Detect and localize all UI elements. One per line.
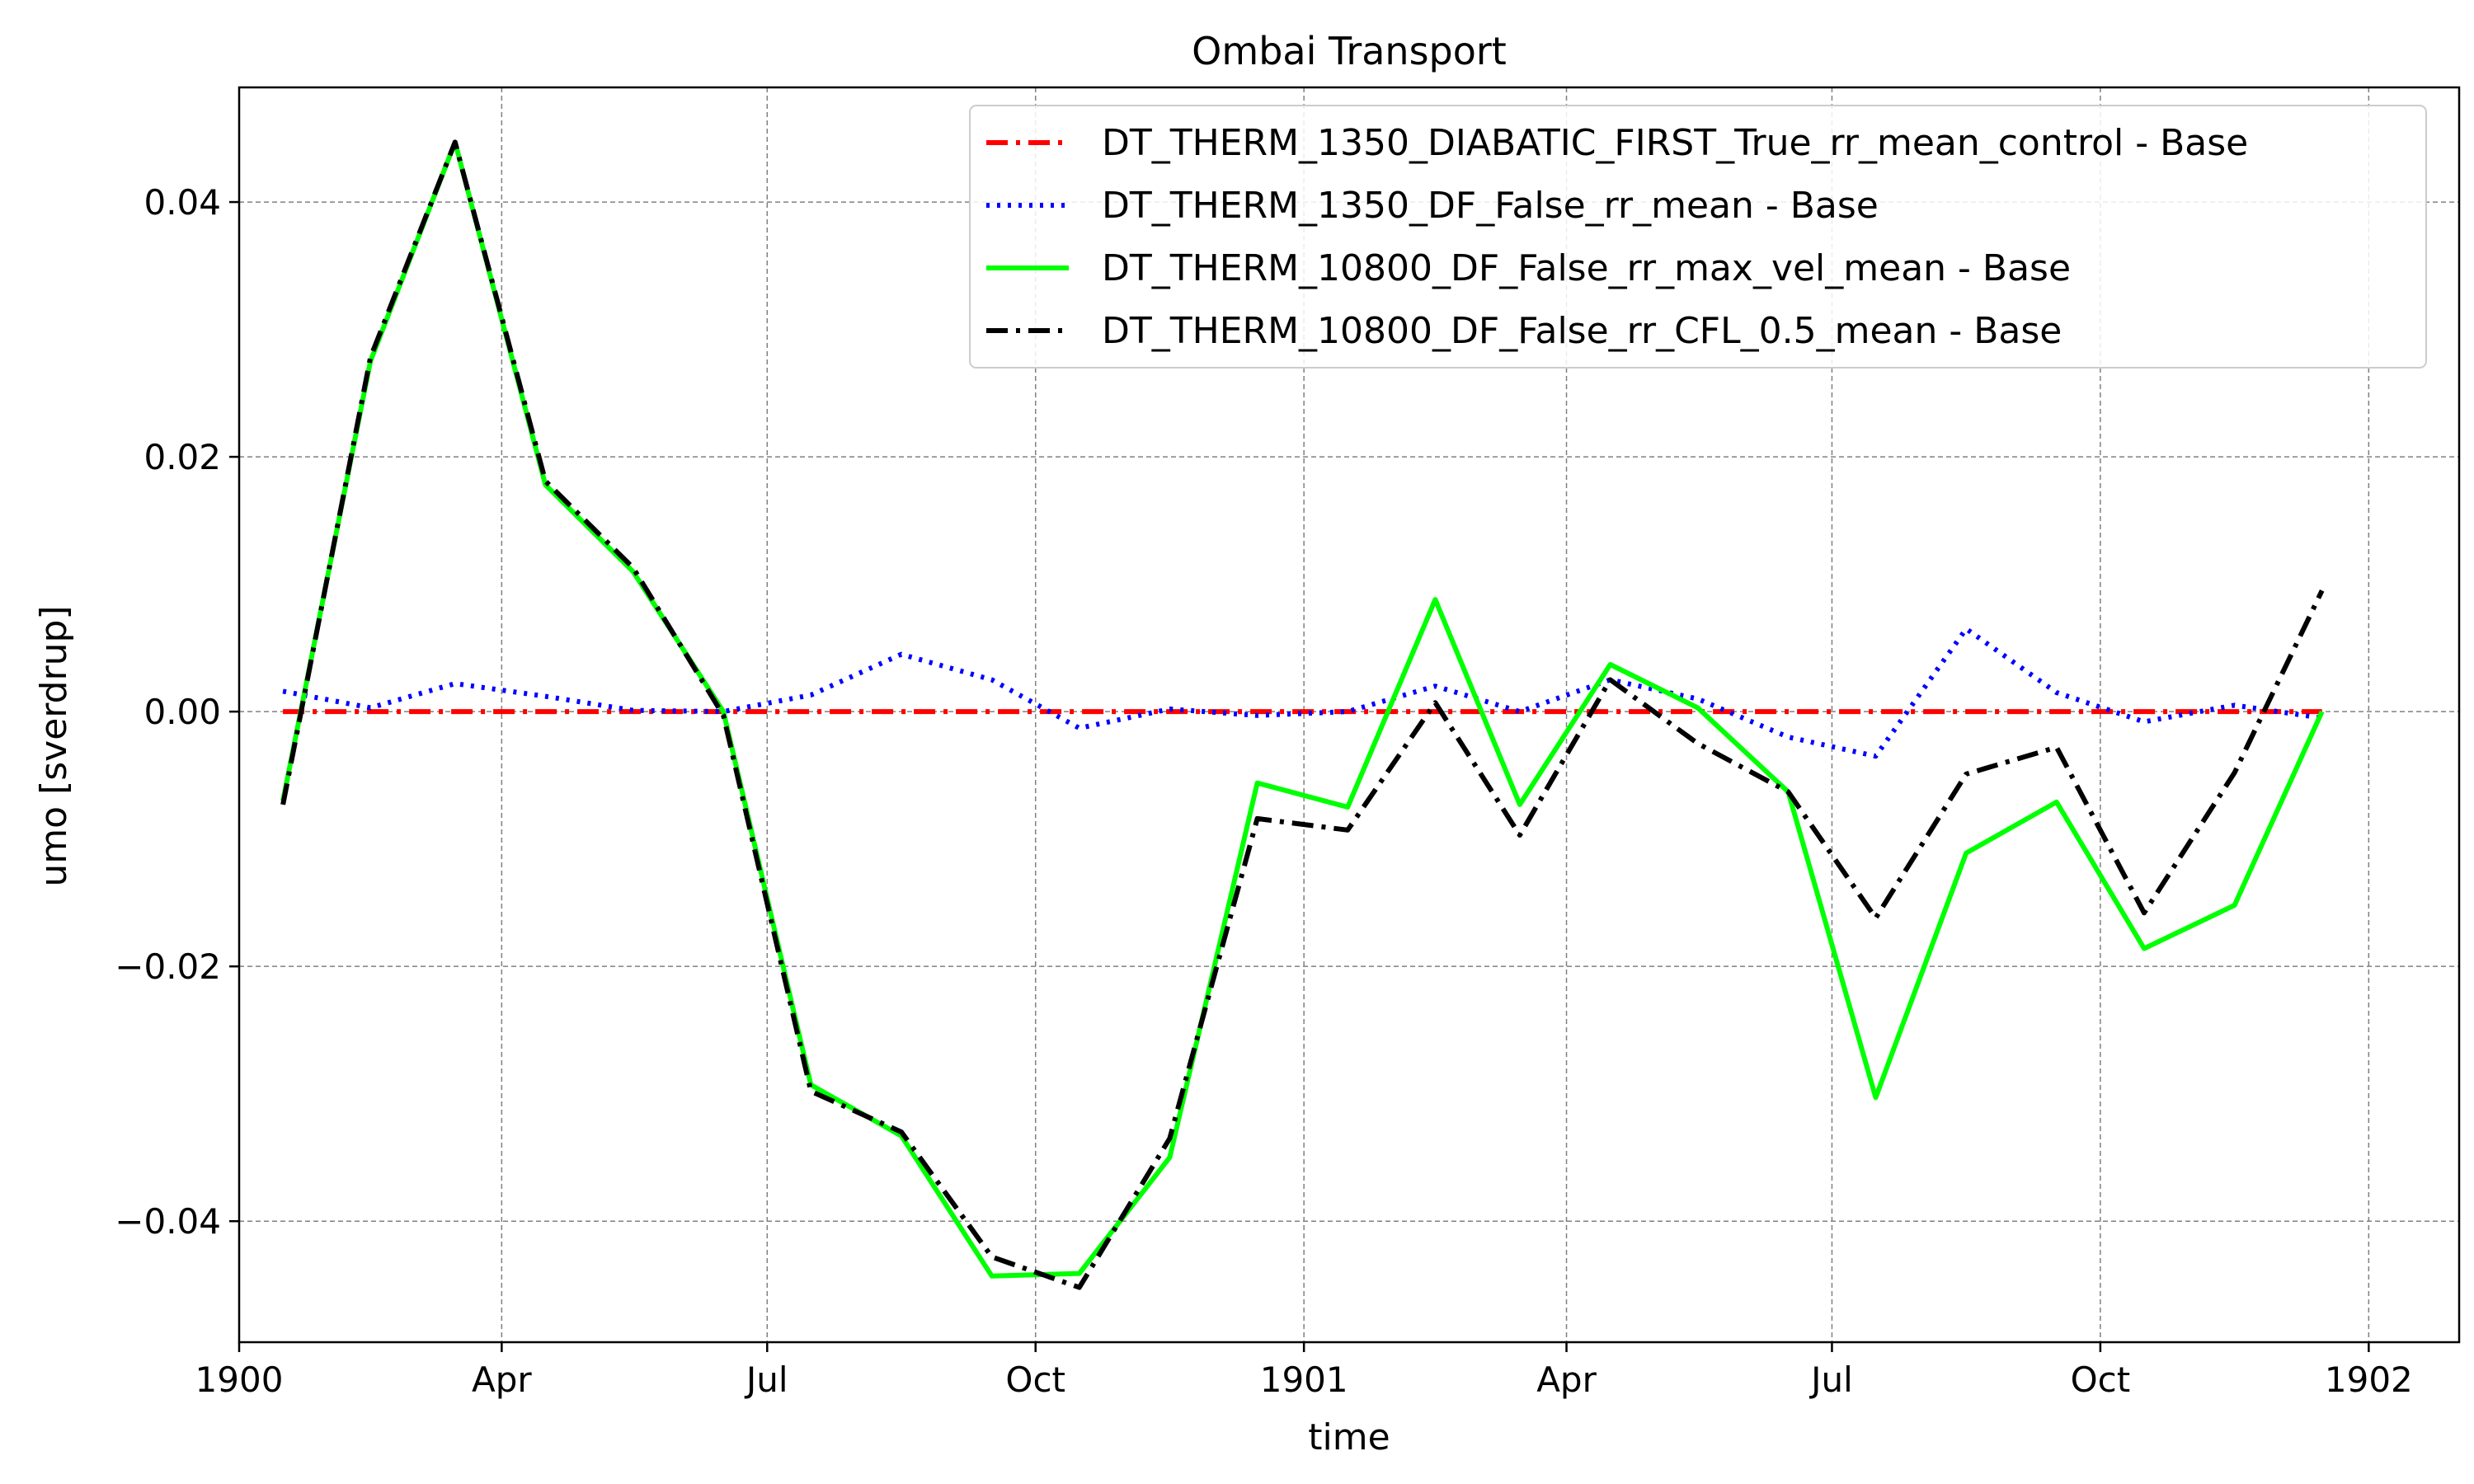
axis-ticks: 1900 Apr Jul Oct 1901 Apr Jul Oct 1902 0.04 0.02 0.… bbox=[115, 182, 2413, 1400]
y-axis-label: umo [sverdrup] bbox=[33, 605, 75, 886]
series-lines bbox=[280, 139, 2325, 1290]
legend-label: DT_THERM_10800_DF_False_rr_max_vel_mean … bbox=[1102, 247, 2071, 289]
series-line-4 bbox=[280, 139, 2325, 1290]
legend-box bbox=[969, 105, 2427, 369]
y-tick-label: 0.00 bbox=[143, 692, 221, 732]
x-tick-label: 1900 bbox=[195, 1360, 284, 1400]
x-tick-label: Jul bbox=[744, 1360, 788, 1400]
x-tick-label: Oct bbox=[1005, 1360, 1065, 1400]
series-line-3 bbox=[280, 139, 2325, 1279]
y-tick-label: −0.04 bbox=[115, 1201, 221, 1242]
x-tick-label: Oct bbox=[2071, 1360, 2131, 1400]
y-tick-label: −0.02 bbox=[115, 946, 221, 987]
y-tick-label: 0.04 bbox=[143, 182, 221, 223]
chart-title: Ombai Transport bbox=[1192, 29, 1507, 73]
legend-label: DT_THERM_1350_DF_False_rr_mean - Base bbox=[1102, 185, 1879, 227]
x-tick-label: Jul bbox=[1808, 1360, 1853, 1400]
x-tick-label: Apr bbox=[472, 1360, 532, 1400]
x-tick-label: 1901 bbox=[1260, 1360, 1348, 1400]
legend-label: DT_THERM_1350_DIABATIC_FIRST_True_rr_mea… bbox=[1102, 122, 2248, 164]
y-tick-label: 0.02 bbox=[143, 437, 221, 477]
x-tick-label: 1902 bbox=[2325, 1360, 2413, 1400]
legend-label: DT_THERM_10800_DF_False_rr_CFL_0.5_mean … bbox=[1102, 310, 2062, 352]
legend: DT_THERM_1350_DIABATIC_FIRST_True_rr_mea… bbox=[969, 105, 2427, 369]
plot-frame bbox=[238, 86, 2461, 1344]
x-axis-label: time bbox=[1308, 1416, 1390, 1458]
x-tick-label: Apr bbox=[1536, 1360, 1597, 1400]
